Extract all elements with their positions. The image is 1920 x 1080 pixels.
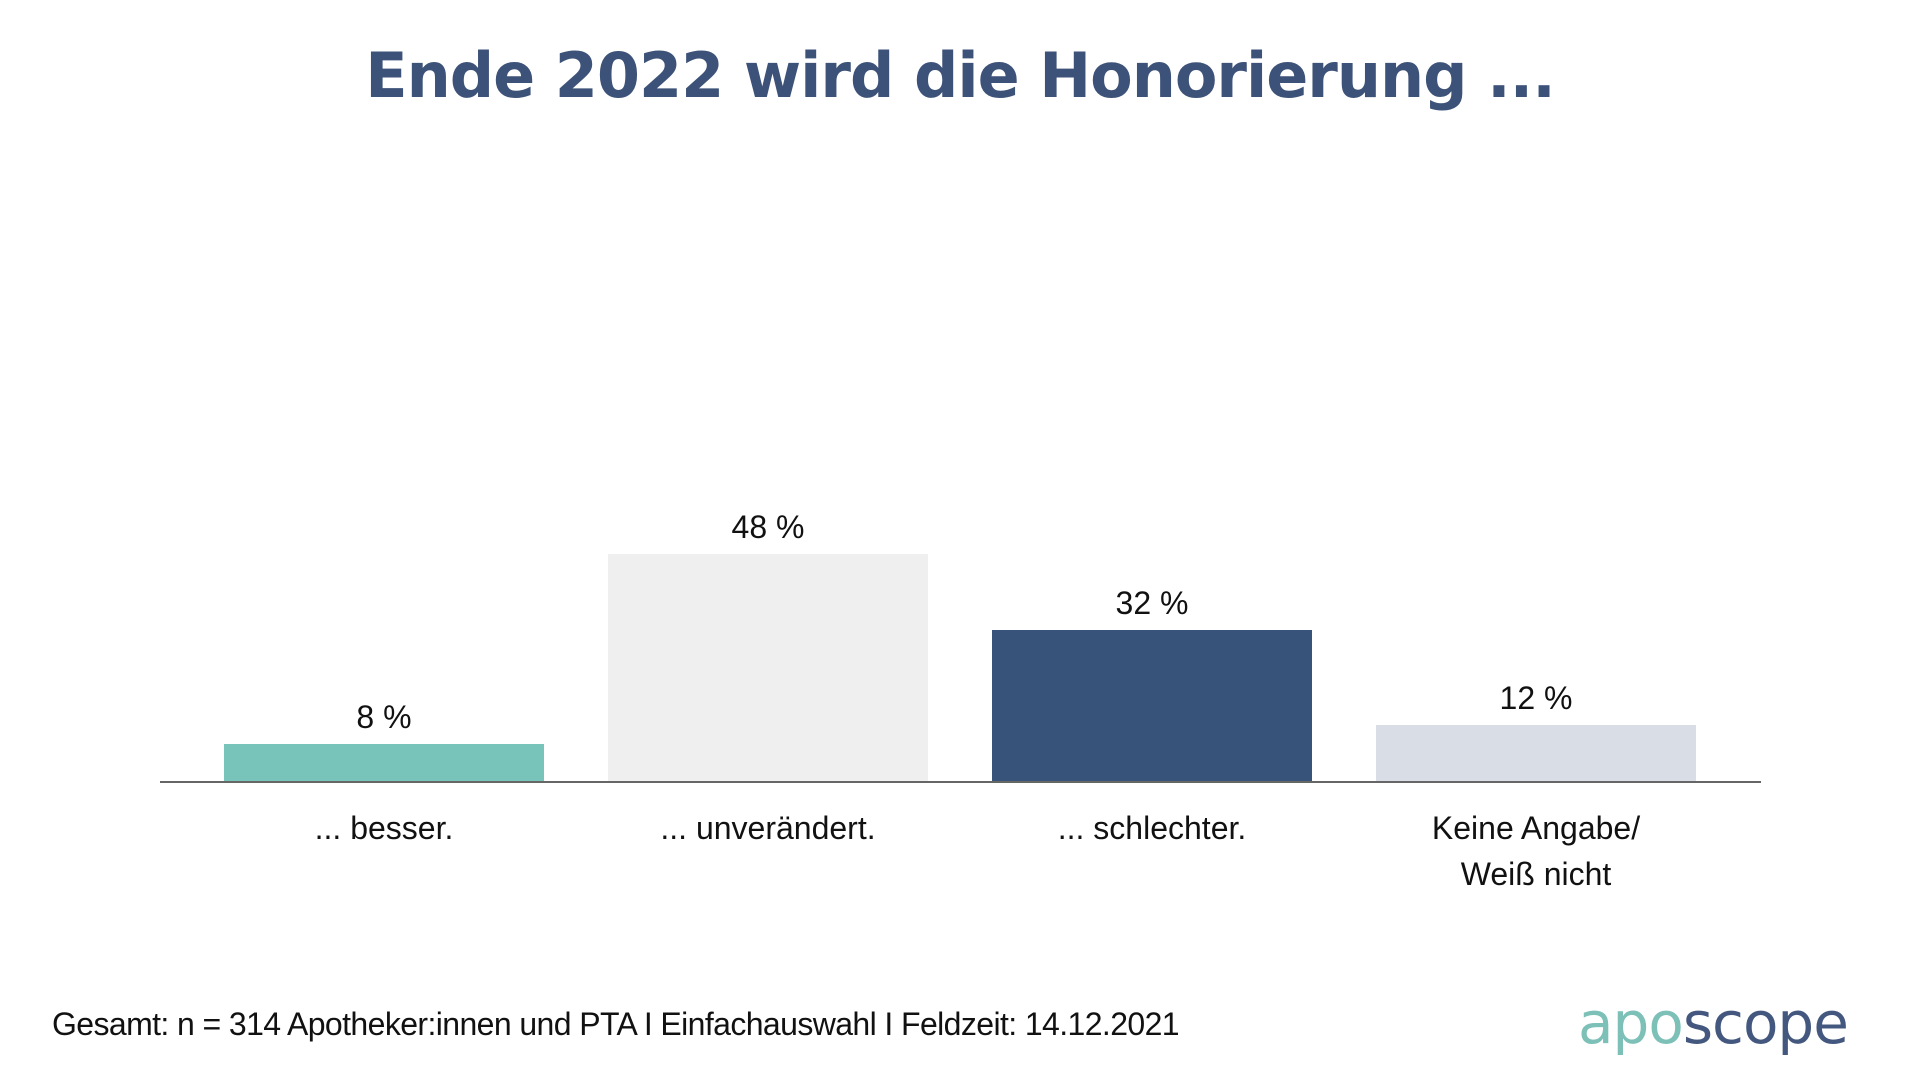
bar-3: [992, 630, 1312, 782]
value-label-3: 32 %: [1116, 585, 1189, 621]
category-labels-group: ... besser. ... unverändert. ... schlechte…: [315, 810, 1641, 892]
category-label-3: ... schlechter.: [1058, 810, 1247, 846]
logo-part-apo: apo: [1578, 989, 1684, 1057]
value-label-1: 8 %: [356, 699, 411, 735]
category-label-4-line-1: Keine Angabe/: [1432, 810, 1640, 846]
bar-2: [608, 554, 928, 782]
chart-title: Ende 2022 wird die Honorierung ...: [365, 39, 1556, 112]
value-label-2: 48 %: [732, 509, 805, 545]
value-labels-group: 8 % 48 % 32 % 12 %: [356, 509, 1572, 735]
bars-group: [224, 554, 1696, 782]
value-label-4: 12 %: [1500, 680, 1573, 716]
bar-4: [1376, 725, 1696, 782]
bar-chart: 8 % 48 % 32 % 12 % ... besser. ... unverände…: [160, 509, 1761, 892]
footer-note: Gesamt: n = 314 Apotheker:innen und PTA …: [52, 1006, 1180, 1042]
category-label-4-line-2: Weiß nicht: [1461, 856, 1612, 892]
category-label-2: ... unverändert.: [660, 810, 875, 846]
category-label-1: ... besser.: [315, 810, 454, 846]
brand-logo: aposcope: [1578, 988, 1849, 1058]
logo-part-scope: scope: [1682, 989, 1849, 1057]
bar-1: [224, 744, 544, 782]
